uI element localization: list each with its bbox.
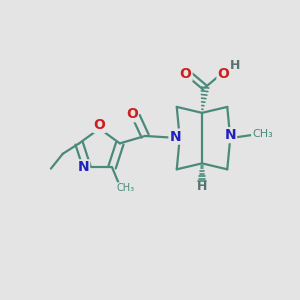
Text: O: O xyxy=(126,107,138,121)
Text: H: H xyxy=(197,180,207,193)
Text: CH₃: CH₃ xyxy=(252,129,273,139)
Text: N: N xyxy=(224,128,236,142)
Text: O: O xyxy=(218,67,230,81)
Text: N: N xyxy=(169,130,181,144)
Text: H: H xyxy=(230,59,241,72)
Text: O: O xyxy=(94,118,105,132)
Text: N: N xyxy=(77,160,89,174)
Text: CH₃: CH₃ xyxy=(116,183,134,193)
Text: O: O xyxy=(180,67,192,81)
